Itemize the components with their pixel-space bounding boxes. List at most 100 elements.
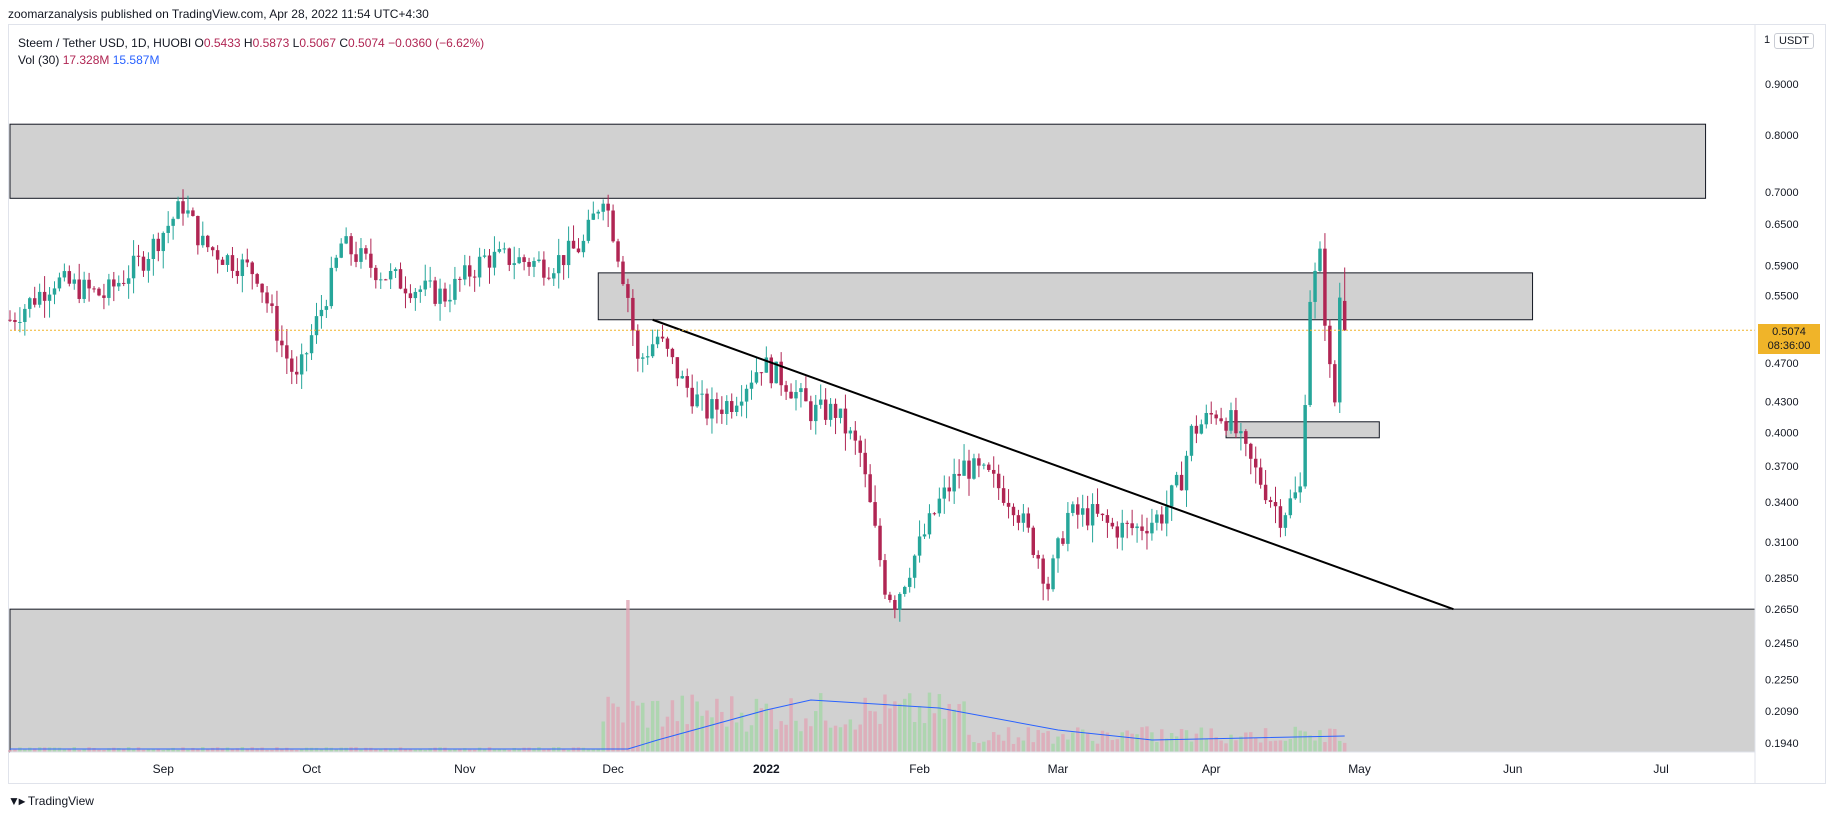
- candle-body[interactable]: [784, 385, 788, 392]
- candle-body[interactable]: [285, 345, 289, 359]
- candle-body[interactable]: [912, 555, 917, 578]
- candle-body[interactable]: [314, 316, 319, 336]
- candle-body[interactable]: [1224, 421, 1228, 431]
- candle-body[interactable]: [1160, 514, 1164, 524]
- candle-body[interactable]: [117, 282, 121, 287]
- candle-body[interactable]: [729, 401, 734, 412]
- candle-body[interactable]: [700, 393, 704, 395]
- candle-body[interactable]: [468, 265, 472, 277]
- candle-body[interactable]: [1204, 413, 1209, 425]
- candle-body[interactable]: [176, 201, 180, 219]
- candle-body[interactable]: [433, 280, 437, 304]
- candle-body[interactable]: [423, 280, 427, 290]
- candle-body[interactable]: [596, 211, 600, 214]
- candle-body[interactable]: [374, 267, 378, 281]
- candle-body[interactable]: [477, 256, 482, 278]
- candle-body[interactable]: [181, 201, 185, 214]
- candle-body[interactable]: [823, 399, 828, 420]
- candle-body[interactable]: [1268, 500, 1273, 503]
- candle-body[interactable]: [1273, 502, 1278, 507]
- candle-body[interactable]: [383, 279, 388, 281]
- candle-body[interactable]: [1016, 515, 1021, 523]
- candle-body[interactable]: [561, 255, 566, 266]
- candle-body[interactable]: [324, 306, 329, 310]
- candle-body[interactable]: [1135, 526, 1139, 529]
- candle-body[interactable]: [1080, 508, 1085, 515]
- candle-body[interactable]: [448, 299, 452, 302]
- candle-body[interactable]: [201, 235, 205, 246]
- candle-body[interactable]: [1189, 425, 1194, 456]
- candle-body[interactable]: [947, 487, 951, 492]
- candle-body[interactable]: [107, 279, 111, 298]
- candle-body[interactable]: [413, 291, 418, 299]
- candle-body[interactable]: [873, 502, 877, 526]
- candle-body[interactable]: [121, 282, 126, 284]
- candle-body[interactable]: [265, 292, 269, 304]
- candle-body[interactable]: [359, 248, 363, 262]
- candle-body[interactable]: [611, 210, 615, 242]
- candle-body[interactable]: [1001, 488, 1006, 503]
- candle-body[interactable]: [1303, 405, 1307, 487]
- candle-body[interactable]: [1026, 513, 1031, 528]
- candle-body[interactable]: [749, 382, 754, 389]
- candle-body[interactable]: [853, 430, 858, 441]
- candle-body[interactable]: [754, 372, 759, 383]
- candle-body[interactable]: [369, 253, 373, 268]
- candle-body[interactable]: [82, 279, 86, 299]
- candle-body[interactable]: [230, 255, 235, 271]
- candle-body[interactable]: [151, 238, 156, 259]
- candle-body[interactable]: [146, 258, 151, 271]
- candle-body[interactable]: [1110, 522, 1115, 527]
- candle-body[interactable]: [1145, 530, 1149, 534]
- candle-body[interactable]: [843, 408, 848, 434]
- candle-body[interactable]: [759, 372, 764, 374]
- candle-body[interactable]: [136, 255, 141, 257]
- candle-body[interactable]: [141, 256, 146, 271]
- candle-body[interactable]: [1298, 486, 1302, 493]
- zone-rect-3[interactable]: [1225, 421, 1380, 439]
- candle-body[interactable]: [1342, 300, 1347, 331]
- candle-body[interactable]: [903, 586, 907, 594]
- candle-body[interactable]: [725, 401, 729, 414]
- candle-body[interactable]: [463, 265, 467, 280]
- candle-body[interactable]: [458, 278, 462, 280]
- candle-body[interactable]: [344, 236, 348, 244]
- candle-body[interactable]: [1328, 325, 1332, 365]
- candle-body[interactable]: [92, 288, 96, 290]
- candle-body[interactable]: [547, 277, 551, 279]
- candle-body[interactable]: [1130, 523, 1134, 529]
- candle-body[interactable]: [319, 309, 324, 317]
- candle-body[interactable]: [87, 279, 91, 289]
- candle-body[interactable]: [1066, 512, 1070, 544]
- candle-body[interactable]: [1021, 513, 1026, 523]
- candle-body[interactable]: [1085, 508, 1090, 526]
- candle-body[interactable]: [294, 371, 299, 375]
- candle-body[interactable]: [962, 460, 966, 476]
- candle-body[interactable]: [799, 388, 803, 393]
- candle-body[interactable]: [734, 405, 739, 412]
- candle-body[interactable]: [428, 280, 432, 282]
- candle-body[interactable]: [665, 338, 670, 349]
- candle-body[interactable]: [245, 259, 250, 263]
- tradingview-footer[interactable]: ▼▸ TradingView: [8, 794, 94, 808]
- candle-body[interactable]: [744, 388, 749, 402]
- candle-body[interactable]: [626, 284, 630, 298]
- candle-body[interactable]: [848, 430, 853, 434]
- candle-body[interactable]: [379, 279, 383, 281]
- candle-body[interactable]: [1199, 424, 1204, 434]
- candle-body[interactable]: [1179, 474, 1184, 491]
- candle-body[interactable]: [1169, 485, 1174, 507]
- candle-body[interactable]: [982, 464, 986, 466]
- candle-body[interactable]: [942, 487, 947, 499]
- candle-body[interactable]: [1258, 467, 1263, 485]
- candle-body[interactable]: [937, 498, 942, 514]
- candle-body[interactable]: [1184, 455, 1189, 491]
- candle-body[interactable]: [779, 361, 783, 386]
- candle-body[interactable]: [1090, 504, 1095, 526]
- candle-body[interactable]: [102, 295, 106, 298]
- candle-body[interactable]: [818, 399, 823, 405]
- candle-body[interactable]: [527, 261, 531, 267]
- candle-body[interactable]: [556, 255, 561, 274]
- candle-body[interactable]: [705, 393, 709, 419]
- candle-body[interactable]: [67, 271, 72, 284]
